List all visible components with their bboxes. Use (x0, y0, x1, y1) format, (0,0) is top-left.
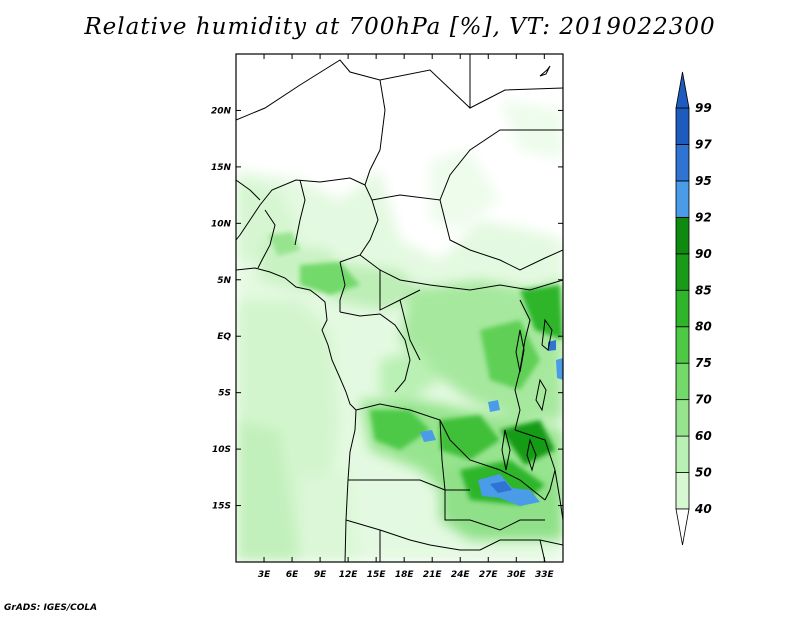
colorbar-segment (675, 180, 690, 218)
lon-tick-label: 33E (535, 570, 555, 580)
colorbar-segment (675, 399, 690, 437)
lat-tick-label: 20N (211, 106, 232, 116)
colorbar-label: 40 (694, 502, 712, 516)
country-boundaries (236, 54, 563, 562)
lon-tick-label: 27E (479, 570, 499, 580)
colorbar-label: 92 (695, 210, 712, 224)
colorbar-label: 50 (695, 466, 712, 480)
colorbar-label: 60 (695, 429, 712, 443)
map-frame (235, 53, 564, 563)
lon-tick-label: 6E (286, 570, 299, 580)
lat-tick-label: 10S (212, 445, 231, 455)
colorbar-label: 99 (695, 101, 712, 115)
map-axes: 3E 6E 9E 12E 15E 18E 21E 24E 27E 30E 33E 20N 15N 10N 5… (211, 54, 563, 580)
colorbar-segment (675, 253, 690, 291)
lon-tick-label: 3E (258, 570, 271, 580)
colorbar-segment (675, 216, 690, 255)
lat-tick-label: 10N (211, 219, 232, 229)
humidity-field (236, 54, 563, 562)
lon-tick-label: 9E (314, 570, 327, 580)
colorbar-segment (675, 472, 690, 510)
colorbar-segment (675, 107, 690, 145)
lat-tick-label: 5N (217, 276, 231, 286)
lon-tick-label: 15E (367, 570, 387, 580)
grads-credit: GrADS: IGES/COLA (4, 603, 98, 613)
humidity-shading-saturated (420, 340, 563, 506)
colorbar-segment (675, 289, 690, 328)
lat-tick-label: 5S (218, 389, 231, 399)
colorbar-segment (675, 326, 690, 364)
colorbar-label: 70 (695, 393, 712, 407)
lat-tick-label: 15N (211, 163, 232, 173)
colorbar-bottom-arrow (675, 508, 690, 546)
lon-tick-label: 24E (451, 570, 471, 580)
colorbar-label: 95 (695, 174, 712, 188)
lon-tick-label: 30E (507, 570, 527, 580)
colorbar-label: 75 (695, 356, 712, 370)
colorbar-segment (675, 435, 690, 473)
lat-tick-label: EQ (217, 332, 231, 342)
colorbar-top-arrow (675, 71, 690, 109)
colorbar-segment (675, 144, 690, 182)
lon-tick-label: 12E (339, 570, 359, 580)
colorbar-label: 85 (695, 283, 712, 297)
colorbar-label: 97 (695, 137, 712, 151)
lat-tick-label: 15S (212, 502, 231, 512)
colorbar-label: 90 (695, 247, 712, 261)
colorbar: 99 97 95 92 90 85 80 75 70 60 50 40 (675, 71, 712, 546)
page-title: Relative humidity at 700hPa [%], VT: 201… (84, 14, 716, 40)
colorbar-segment (675, 362, 690, 401)
lon-tick-label: 18E (395, 570, 415, 580)
lon-tick-label: 21E (423, 570, 443, 580)
colorbar-label: 80 (695, 320, 712, 334)
